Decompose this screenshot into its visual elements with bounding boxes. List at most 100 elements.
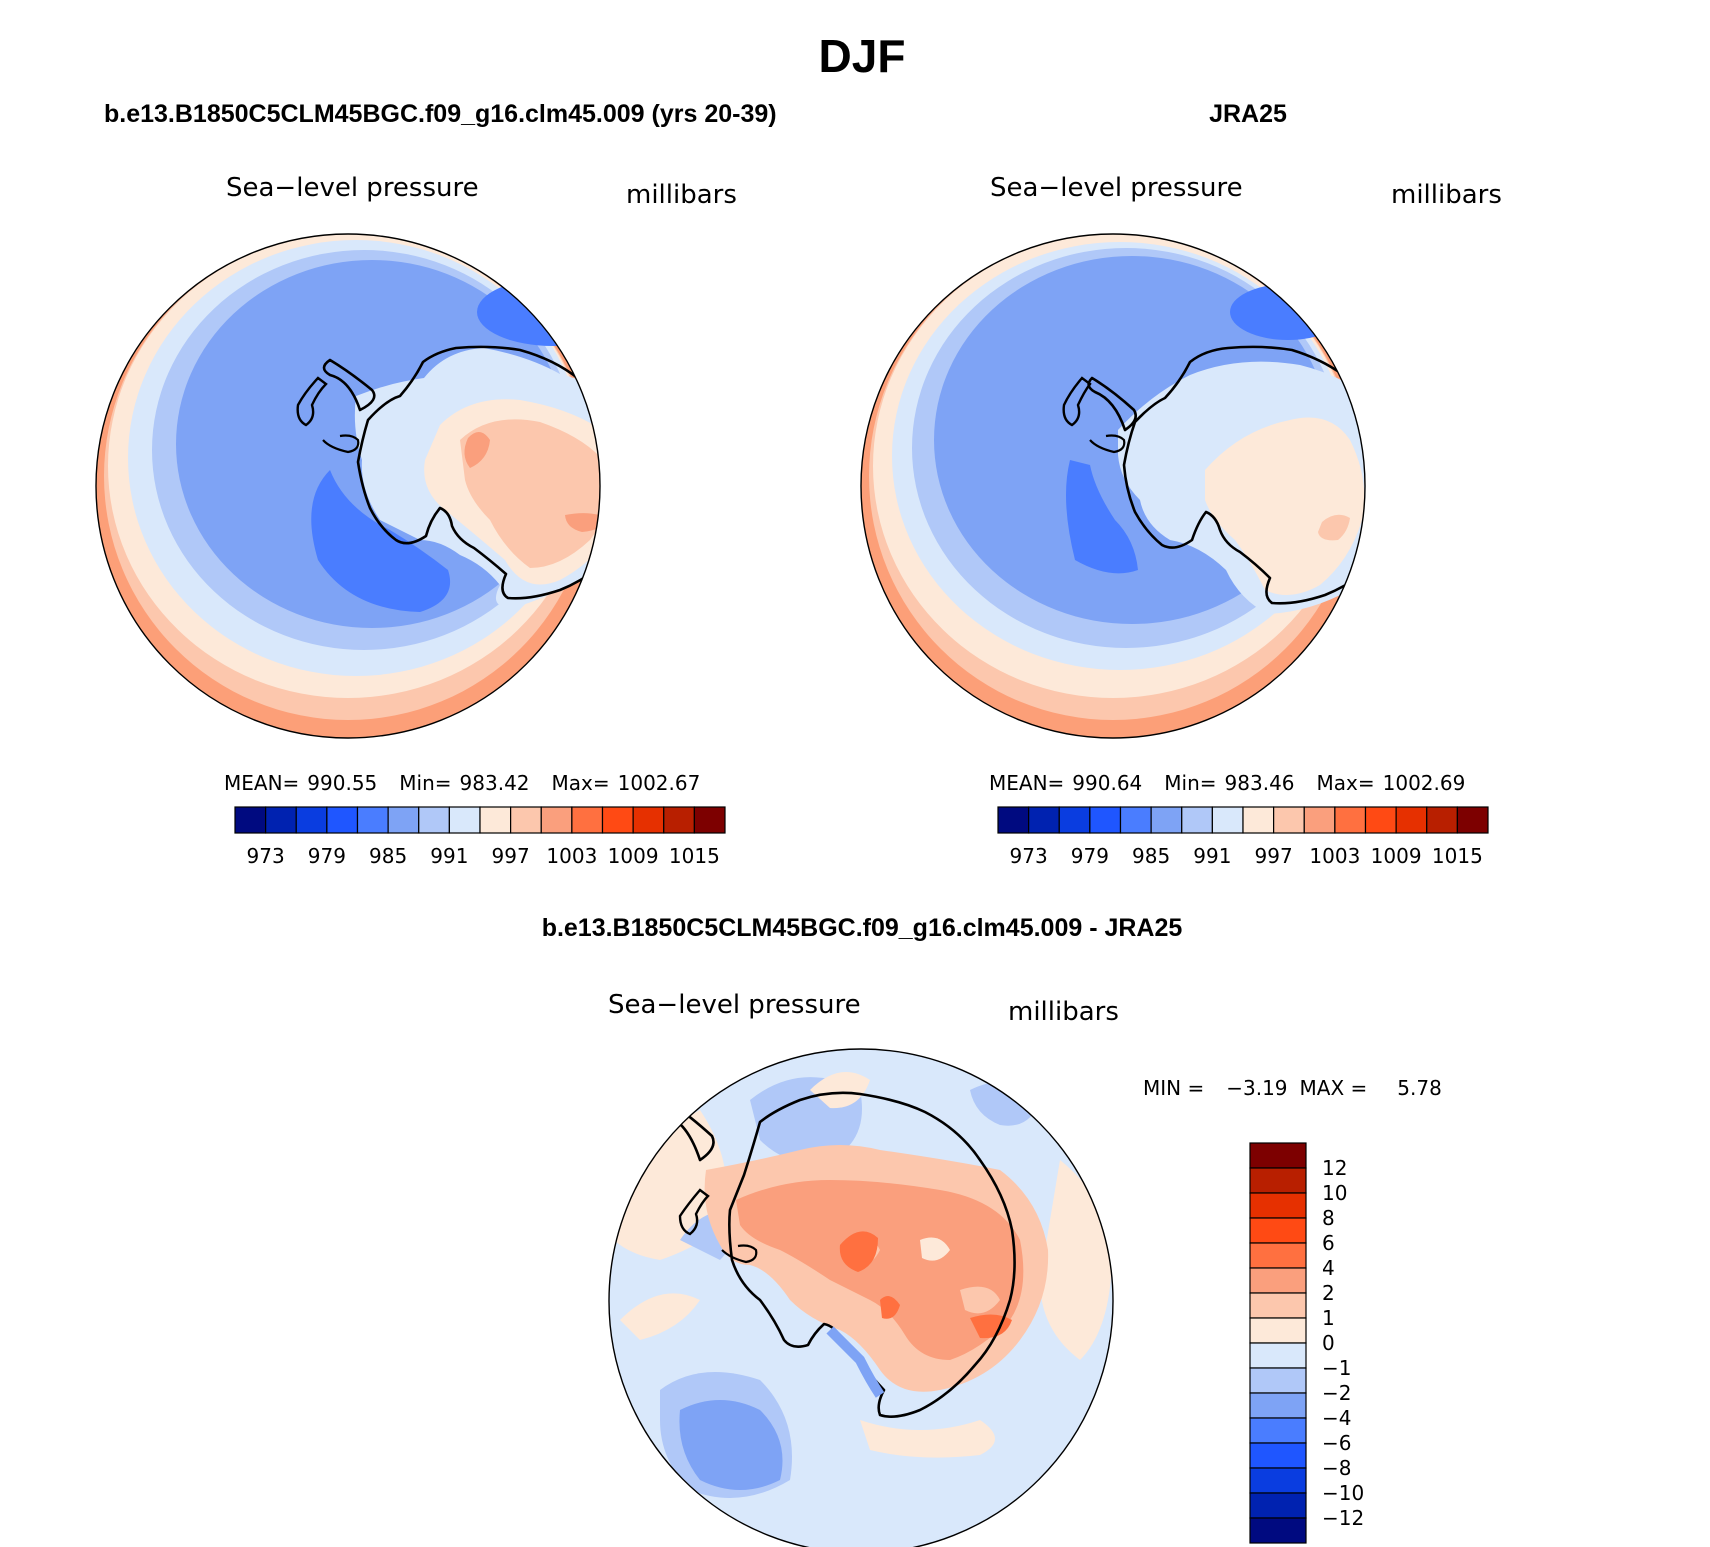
panel-model-max-value: 1002.67: [618, 771, 701, 795]
panel-diff-map-outline: [608, 1048, 1114, 1547]
panel-diff-colorbar-tick-label: 4: [1322, 1256, 1335, 1280]
panel-diff-colorbar-swatch: [1249, 1317, 1307, 1344]
panel-obs-colorbar-swatch: [1181, 806, 1213, 834]
panel-model-map: [96, 234, 600, 738]
panel-obs-colorbar-tick-label: 1015: [1432, 844, 1483, 868]
panel-model-colorbar-tick-label: 991: [430, 844, 468, 868]
panel-model-colorbar-swatch: [693, 806, 726, 834]
panel-model-title: b.e13.B1850C5CLM45BGC.f09_g16.clm45.009 …: [104, 100, 777, 128]
panel-obs-colorbar-swatch: [1364, 806, 1397, 834]
panel-diff-colorbar-tick-label: 1: [1322, 1306, 1335, 1330]
panel-diff-colorbar-swatch: [1249, 1517, 1307, 1544]
panel-model: b.e13.B1850C5CLM45BGC.f09_g16.clm45.009 …: [95, 100, 777, 868]
panel-model-colorbar-tick-label: 1009: [608, 844, 659, 868]
panel-obs-colorbar-ticks: 973 979 985 991 997 1003 1009 1015: [1010, 844, 1483, 868]
panel-diff-max-label: MAX =: [1300, 1076, 1368, 1100]
panel-diff-colorbar-swatch: [1249, 1442, 1307, 1469]
panel-obs-max-value: 1002.69: [1383, 771, 1466, 795]
panel-diff-max-value: 5.78: [1397, 1076, 1442, 1100]
panel-diff-min-label: MIN =: [1143, 1076, 1204, 1100]
panel-obs-min-value: 983.46: [1225, 771, 1295, 795]
panel-diff-colorbar-tick-label: −6: [1322, 1431, 1351, 1455]
panel-obs-max-label: Max=: [1317, 771, 1375, 795]
panel-diff-colorbar-swatch: [1249, 1342, 1307, 1369]
panel-model-colorbar-tick-label: 1003: [546, 844, 597, 868]
panel-diff: b.e13.B1850C5CLM45BGC.f09_g16.clm45.009 …: [542, 914, 1442, 1547]
panel-diff-colorbar-tick-label: −1: [1322, 1356, 1351, 1380]
panel-obs-colorbar-swatch: [1150, 806, 1183, 834]
panel-obs-colorbar-swatch: [1119, 806, 1152, 834]
panel-diff-colorbar-swatch: [1249, 1367, 1307, 1394]
page-title: DJF: [819, 30, 906, 82]
panel-obs-colorbar-swatch: [1395, 806, 1428, 834]
panel-model-mean-value: 990.55: [307, 771, 377, 795]
panel-model-min-value: 983.42: [460, 771, 530, 795]
panel-model-colorbar-swatch: [663, 806, 695, 834]
panel-model-colorbar-swatch: [448, 806, 481, 834]
panel-model-colorbar-tick-label: 1015: [669, 844, 720, 868]
panel-model-colorbar-tick-label: 985: [369, 844, 407, 868]
panel-model-mean-label: MEAN=: [224, 771, 299, 795]
panel-model-colorbar-tick-label: 979: [308, 844, 346, 868]
panel-model-colorbar-swatch: [571, 806, 604, 834]
panel-model-colorbar-swatch: [234, 806, 267, 834]
panel-obs-colorbar-tick-label: 985: [1132, 844, 1170, 868]
panel-diff-left-label: Sea−level pressure: [608, 990, 861, 1020]
panel-diff-colorbar-tick-label: −12: [1322, 1506, 1364, 1530]
panel-obs-min-label: Min=: [1164, 771, 1216, 795]
panel-obs-colorbar-tick-label: 997: [1255, 844, 1293, 868]
panel-diff-colorbar-swatch: [1249, 1167, 1307, 1194]
panel-obs-colorbar-swatch: [997, 806, 1030, 834]
panel-obs-units: millibars: [1391, 180, 1502, 210]
panel-model-colorbar-swatch: [387, 806, 420, 834]
panel-diff-colorbar-swatch: [1249, 1217, 1307, 1244]
panel-model-colorbar-swatch: [479, 806, 512, 834]
panel-obs-colorbar-swatch: [1303, 806, 1336, 834]
panel-diff-colorbar-tick-label: −10: [1322, 1481, 1364, 1505]
panel-diff-colorbar-swatch: [1249, 1192, 1307, 1219]
panel-model-min-label: Min=: [399, 771, 451, 795]
panel-obs: JRA25 Sea−level pressure millibars MEAN=…: [860, 100, 1502, 868]
panel-model-colorbar-swatch: [418, 806, 450, 834]
panel-obs-colorbar-tick-label: 973: [1010, 844, 1048, 868]
panel-diff-stats: MIN = −3.19 MAX = 5.78: [1143, 1076, 1442, 1100]
panel-diff-colorbar-tick-label: 12: [1322, 1156, 1347, 1180]
panel-model-colorbar-tick-label: 973: [247, 844, 285, 868]
panel-obs-colorbar-swatch: [1058, 806, 1091, 834]
panel-obs-colorbar-swatch: [1426, 806, 1458, 834]
panel-model-colorbar-swatch: [326, 806, 359, 834]
panel-diff-colorbar: [1249, 1142, 1307, 1544]
panel-obs-stats: MEAN= 990.64 Min= 983.46 Max= 1002.69: [989, 771, 1465, 795]
panel-obs-mean-label: MEAN=: [989, 771, 1064, 795]
panel-diff-map: [609, 1049, 1113, 1547]
panel-diff-colorbar-swatch: [1249, 1392, 1307, 1419]
panel-diff-colorbar-tick-label: 0: [1322, 1331, 1335, 1355]
panel-obs-colorbar-swatch: [1242, 806, 1275, 834]
panel-diff-colorbar-swatch: [1249, 1267, 1307, 1294]
panel-model-units: millibars: [626, 180, 737, 210]
panel-obs-map-outline: [860, 233, 1366, 739]
panel-diff-colorbar-tick-label: 6: [1322, 1231, 1335, 1255]
panel-obs-colorbar-tick-label: 979: [1071, 844, 1109, 868]
panel-model-colorbar-swatch: [265, 806, 297, 834]
panel-diff-colorbar-tick-label: −2: [1322, 1381, 1351, 1405]
panel-model-colorbar-swatch: [356, 806, 389, 834]
panel-model-colorbar-swatch: [295, 806, 328, 834]
panel-model-left-label: Sea−level pressure: [226, 173, 479, 203]
panel-obs-colorbar-tick-label: 1009: [1371, 844, 1422, 868]
panel-diff-colorbar-tick-label: −4: [1322, 1406, 1351, 1430]
panel-model-colorbar-swatch: [632, 806, 665, 834]
panel-diff-colorbar-tick-label: −8: [1322, 1456, 1351, 1480]
panel-diff-colorbar-swatch: [1249, 1292, 1307, 1319]
panel-diff-colorbar-swatch: [1249, 1417, 1307, 1444]
panel-model-colorbar-tick-label: 997: [492, 844, 530, 868]
panel-model-colorbar-swatch: [540, 806, 573, 834]
panel-obs-colorbar-swatch: [1211, 806, 1244, 834]
panel-obs-colorbar-swatch: [1334, 806, 1367, 834]
panel-obs-left-label: Sea−level pressure: [990, 173, 1243, 203]
panel-obs-mean-value: 990.64: [1072, 771, 1142, 795]
panel-diff-colorbar-tick-label: 8: [1322, 1206, 1335, 1230]
panel-diff-colorbar-swatch: [1249, 1492, 1307, 1519]
